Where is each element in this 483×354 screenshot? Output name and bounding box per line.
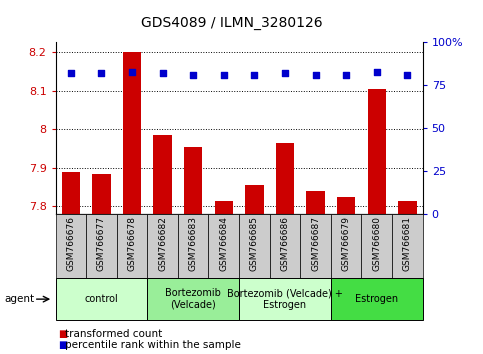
Bar — [178, 214, 209, 278]
Text: GSM766682: GSM766682 — [158, 216, 167, 271]
Bar — [154, 135, 172, 214]
Bar — [56, 278, 147, 320]
Text: GSM766687: GSM766687 — [311, 216, 320, 271]
Bar — [306, 191, 325, 214]
Bar — [331, 278, 423, 320]
Point — [251, 72, 258, 78]
Point — [159, 70, 167, 76]
Text: GSM766679: GSM766679 — [341, 216, 351, 271]
Text: GSM766680: GSM766680 — [372, 216, 381, 271]
Point — [403, 72, 411, 78]
Point — [220, 72, 227, 78]
Bar — [239, 278, 331, 320]
Text: Estrogen: Estrogen — [355, 294, 398, 304]
Point — [373, 69, 381, 74]
Point — [128, 69, 136, 74]
Bar — [270, 214, 300, 278]
Text: GSM766677: GSM766677 — [97, 216, 106, 271]
Text: control: control — [85, 294, 118, 304]
Text: GDS4089 / ILMN_3280126: GDS4089 / ILMN_3280126 — [141, 16, 323, 30]
Text: GSM766683: GSM766683 — [189, 216, 198, 271]
Text: GSM766684: GSM766684 — [219, 216, 228, 271]
Text: ■: ■ — [58, 340, 67, 350]
Bar — [86, 214, 117, 278]
Bar — [392, 214, 423, 278]
Text: GSM766681: GSM766681 — [403, 216, 412, 271]
Point — [98, 70, 105, 76]
Text: ■: ■ — [58, 329, 67, 339]
Bar — [62, 172, 80, 214]
Text: agent: agent — [5, 294, 35, 304]
Point — [67, 70, 75, 76]
Bar — [117, 214, 147, 278]
Bar — [331, 214, 361, 278]
Bar — [123, 52, 141, 214]
Bar — [368, 89, 386, 214]
Text: Bortezomib
(Velcade): Bortezomib (Velcade) — [165, 288, 221, 310]
Text: GSM766678: GSM766678 — [128, 216, 137, 271]
Text: transformed count: transformed count — [65, 329, 162, 339]
Bar — [214, 201, 233, 214]
Bar — [276, 143, 294, 214]
Bar — [245, 185, 264, 214]
Point — [342, 72, 350, 78]
Text: GSM766676: GSM766676 — [66, 216, 75, 271]
Bar — [239, 214, 270, 278]
Bar — [300, 214, 331, 278]
Text: GSM766685: GSM766685 — [250, 216, 259, 271]
Point — [312, 72, 319, 78]
Bar — [209, 214, 239, 278]
Point — [189, 72, 197, 78]
Bar — [56, 214, 86, 278]
Text: percentile rank within the sample: percentile rank within the sample — [65, 340, 241, 350]
Bar — [398, 201, 416, 214]
Bar — [147, 278, 239, 320]
Bar — [147, 214, 178, 278]
Bar — [184, 147, 202, 214]
Bar — [92, 174, 111, 214]
Text: GSM766686: GSM766686 — [281, 216, 289, 271]
Bar — [361, 214, 392, 278]
Text: Bortezomib (Velcade) +
Estrogen: Bortezomib (Velcade) + Estrogen — [227, 288, 343, 310]
Point — [281, 70, 289, 76]
Bar — [337, 197, 355, 214]
